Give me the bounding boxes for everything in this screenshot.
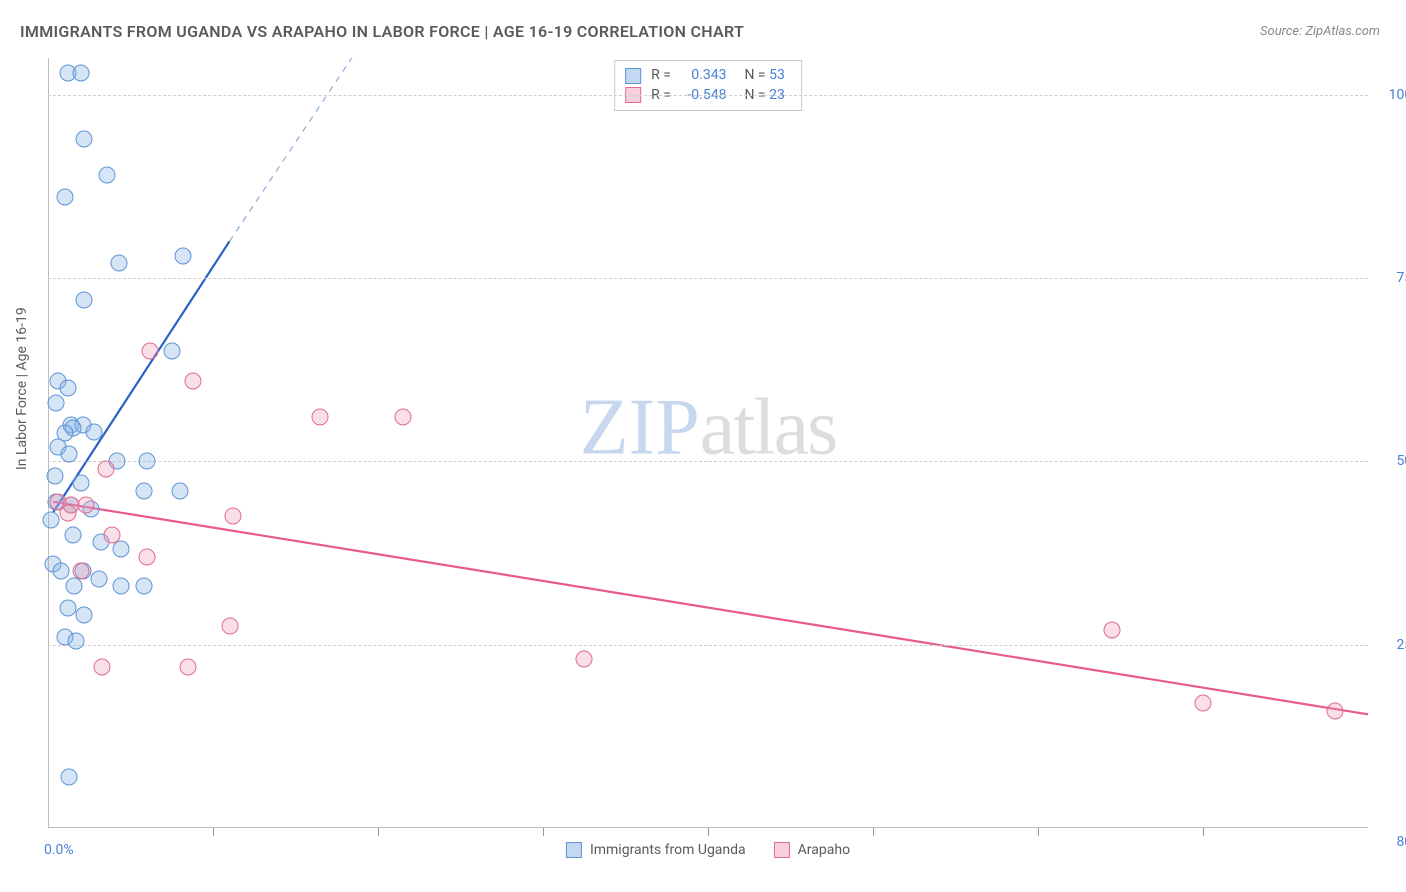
scatter-plot-area: ZIPatlas R = 0.343 N = 53 R = -0.548 N =… [48, 58, 1368, 828]
data-point [59, 600, 76, 617]
n-value-blue: 53 [769, 67, 785, 83]
r-label: R = [651, 67, 671, 83]
data-point [76, 292, 93, 309]
data-point [48, 394, 65, 411]
x-tick [1038, 828, 1039, 836]
data-point [91, 570, 108, 587]
data-point [139, 453, 156, 470]
data-point [135, 578, 152, 595]
data-point [43, 512, 60, 529]
data-point [94, 658, 111, 675]
data-point [576, 651, 593, 668]
legend-label-pink: Arapaho [798, 842, 850, 858]
x-tick [708, 828, 709, 836]
data-point [73, 475, 90, 492]
chart-title: IMMIGRANTS FROM UGANDA VS ARAPAHO IN LAB… [20, 22, 744, 41]
x-tick [873, 828, 874, 836]
data-point [104, 526, 121, 543]
y-tick-label: 50.0% [1396, 453, 1406, 469]
data-point [53, 563, 70, 580]
data-point [61, 446, 78, 463]
swatch-blue-icon [566, 842, 582, 858]
data-point [76, 130, 93, 147]
data-point [394, 409, 411, 426]
x-tick [1203, 828, 1204, 836]
data-point [142, 343, 159, 360]
n-label: N = [744, 67, 765, 83]
swatch-pink-icon [774, 842, 790, 858]
gridline [48, 461, 1368, 462]
y-axis-label: In Labor Force | Age 16-19 [14, 307, 30, 470]
x-tick-label-right: 80.0% [1396, 834, 1406, 850]
data-point [135, 482, 152, 499]
data-point [56, 189, 73, 206]
legend-item-pink: Arapaho [774, 842, 850, 858]
swatch-blue-icon [625, 68, 641, 84]
data-point [224, 508, 241, 525]
data-point [175, 248, 192, 265]
data-point [73, 64, 90, 81]
x-tick [213, 828, 214, 836]
data-point [185, 372, 202, 389]
gridline [48, 645, 1368, 646]
r-value-blue: 0.343 [674, 66, 726, 86]
data-point [66, 578, 83, 595]
data-point [312, 409, 329, 426]
data-point [139, 548, 156, 565]
y-tick-label: 100.0% [1389, 87, 1406, 103]
data-point [73, 563, 90, 580]
x-tick [378, 828, 379, 836]
data-point [64, 526, 81, 543]
legend-item-blue: Immigrants from Uganda [566, 842, 746, 858]
data-point [61, 768, 78, 785]
data-point [1195, 695, 1212, 712]
stats-row-blue: R = 0.343 N = 53 [625, 66, 785, 86]
data-point [1104, 622, 1121, 639]
data-point [163, 343, 180, 360]
watermark: ZIPatlas [580, 382, 837, 473]
data-point [68, 633, 85, 650]
bottom-legend: Immigrants from Uganda Arapaho [566, 842, 850, 858]
data-point [76, 607, 93, 624]
data-point [112, 578, 129, 595]
data-point [110, 255, 127, 272]
data-point [97, 460, 114, 477]
data-point [77, 497, 94, 514]
gridline [48, 95, 1368, 96]
y-tick-label: 75.0% [1396, 270, 1406, 286]
stats-legend-box: R = 0.343 N = 53 R = -0.548 N = 23 [614, 60, 802, 111]
data-point [86, 424, 103, 441]
gridline [48, 278, 1368, 279]
data-point [172, 482, 189, 499]
data-point [99, 167, 116, 184]
data-point [59, 504, 76, 521]
y-tick-label: 25.0% [1396, 637, 1406, 653]
trend-lines [48, 58, 1368, 828]
watermark-zip: ZIP [580, 383, 700, 471]
data-point [221, 618, 238, 635]
data-point [180, 658, 197, 675]
watermark-atlas: atlas [700, 383, 837, 471]
data-point [112, 541, 129, 558]
data-point [46, 468, 63, 485]
x-tick [543, 828, 544, 836]
source-attribution: Source: ZipAtlas.com [1260, 24, 1380, 39]
legend-label-blue: Immigrants from Uganda [590, 842, 746, 858]
data-point [1327, 702, 1344, 719]
data-point [59, 380, 76, 397]
x-tick-label-left: 0.0% [44, 842, 74, 858]
